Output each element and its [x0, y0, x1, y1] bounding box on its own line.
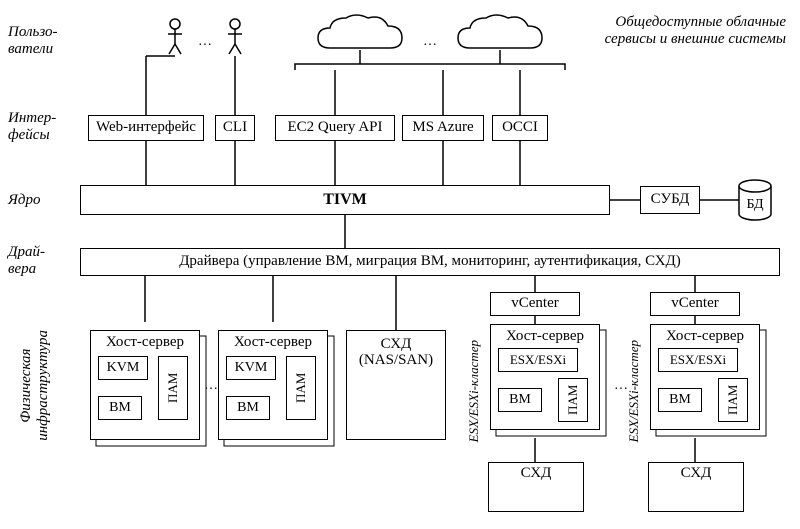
host2-kvm: KVM: [226, 356, 276, 380]
user-icon: [228, 19, 242, 54]
esx-cluster-label-1: ESX/ESXi-кластер: [466, 340, 482, 442]
row-label-users: Пользо- ватели: [8, 24, 57, 58]
box-ec2: EC2 Query API: [275, 115, 395, 141]
box-occi: OCCI: [492, 115, 548, 141]
esxhost1-esx: ESX/ESXi: [498, 348, 578, 372]
host2-vm: ВМ: [226, 396, 270, 420]
box-vcenter2: vCenter: [650, 292, 740, 316]
box-cli: CLI: [215, 115, 255, 141]
box-azure: MS Azure: [402, 115, 484, 141]
box-shd1: СХД: [488, 462, 584, 512]
cloud-icon: [318, 15, 402, 48]
cloud-icon: [458, 15, 542, 48]
esxhost2-esx: ESX/ESXi: [658, 348, 738, 372]
box-vcenter1: vCenter: [490, 292, 580, 316]
host1-vm: ВМ: [98, 396, 142, 420]
box-web: Web-интерфейс: [88, 115, 204, 141]
svg-text:БД: БД: [746, 197, 764, 212]
esxhost2-title: Хост-сервер: [666, 329, 744, 345]
row-label-drivers: Драй- вера: [8, 244, 45, 278]
host1-pam: ПАМ: [158, 356, 188, 420]
host2-title: Хост-сервер: [234, 335, 312, 351]
row-label-interfaces: Интер- фейсы: [8, 110, 56, 144]
box-shdnas: СХД (NAS/SAN): [346, 330, 446, 440]
host1-title: Хост-сервер: [106, 335, 184, 351]
box-shd2: СХД: [648, 462, 744, 512]
row-label-core: Ядро: [8, 192, 40, 209]
esxhost1-vm: ВМ: [498, 388, 542, 412]
user-icon: [168, 19, 182, 54]
svg-text:…: …: [423, 34, 437, 49]
esxhost2-vm: ВМ: [658, 388, 702, 412]
ellipsis-hosts: …: [204, 378, 218, 394]
box-subd: СУБД: [640, 186, 700, 214]
esxhost1-title: Хост-сервер: [506, 329, 584, 345]
cloud-caption: Общедоступные облачные сервисы и внешние…: [605, 14, 786, 48]
esxhost1-pam: ПАМ: [558, 378, 588, 422]
esx-cluster-label-2: ESX/ESXi-кластер: [626, 340, 642, 442]
svg-text:…: …: [198, 34, 212, 49]
box-tivm: TIVM: [80, 185, 610, 215]
box-drivers: Драйвера (управление ВМ, миграция ВМ, мо…: [80, 248, 780, 276]
host2-pam: ПАМ: [286, 356, 316, 420]
esxhost2-pam: ПАМ: [718, 378, 748, 422]
host1-kvm: KVM: [98, 356, 148, 380]
row-label-phys: Физическая инфраструктура: [18, 330, 52, 441]
